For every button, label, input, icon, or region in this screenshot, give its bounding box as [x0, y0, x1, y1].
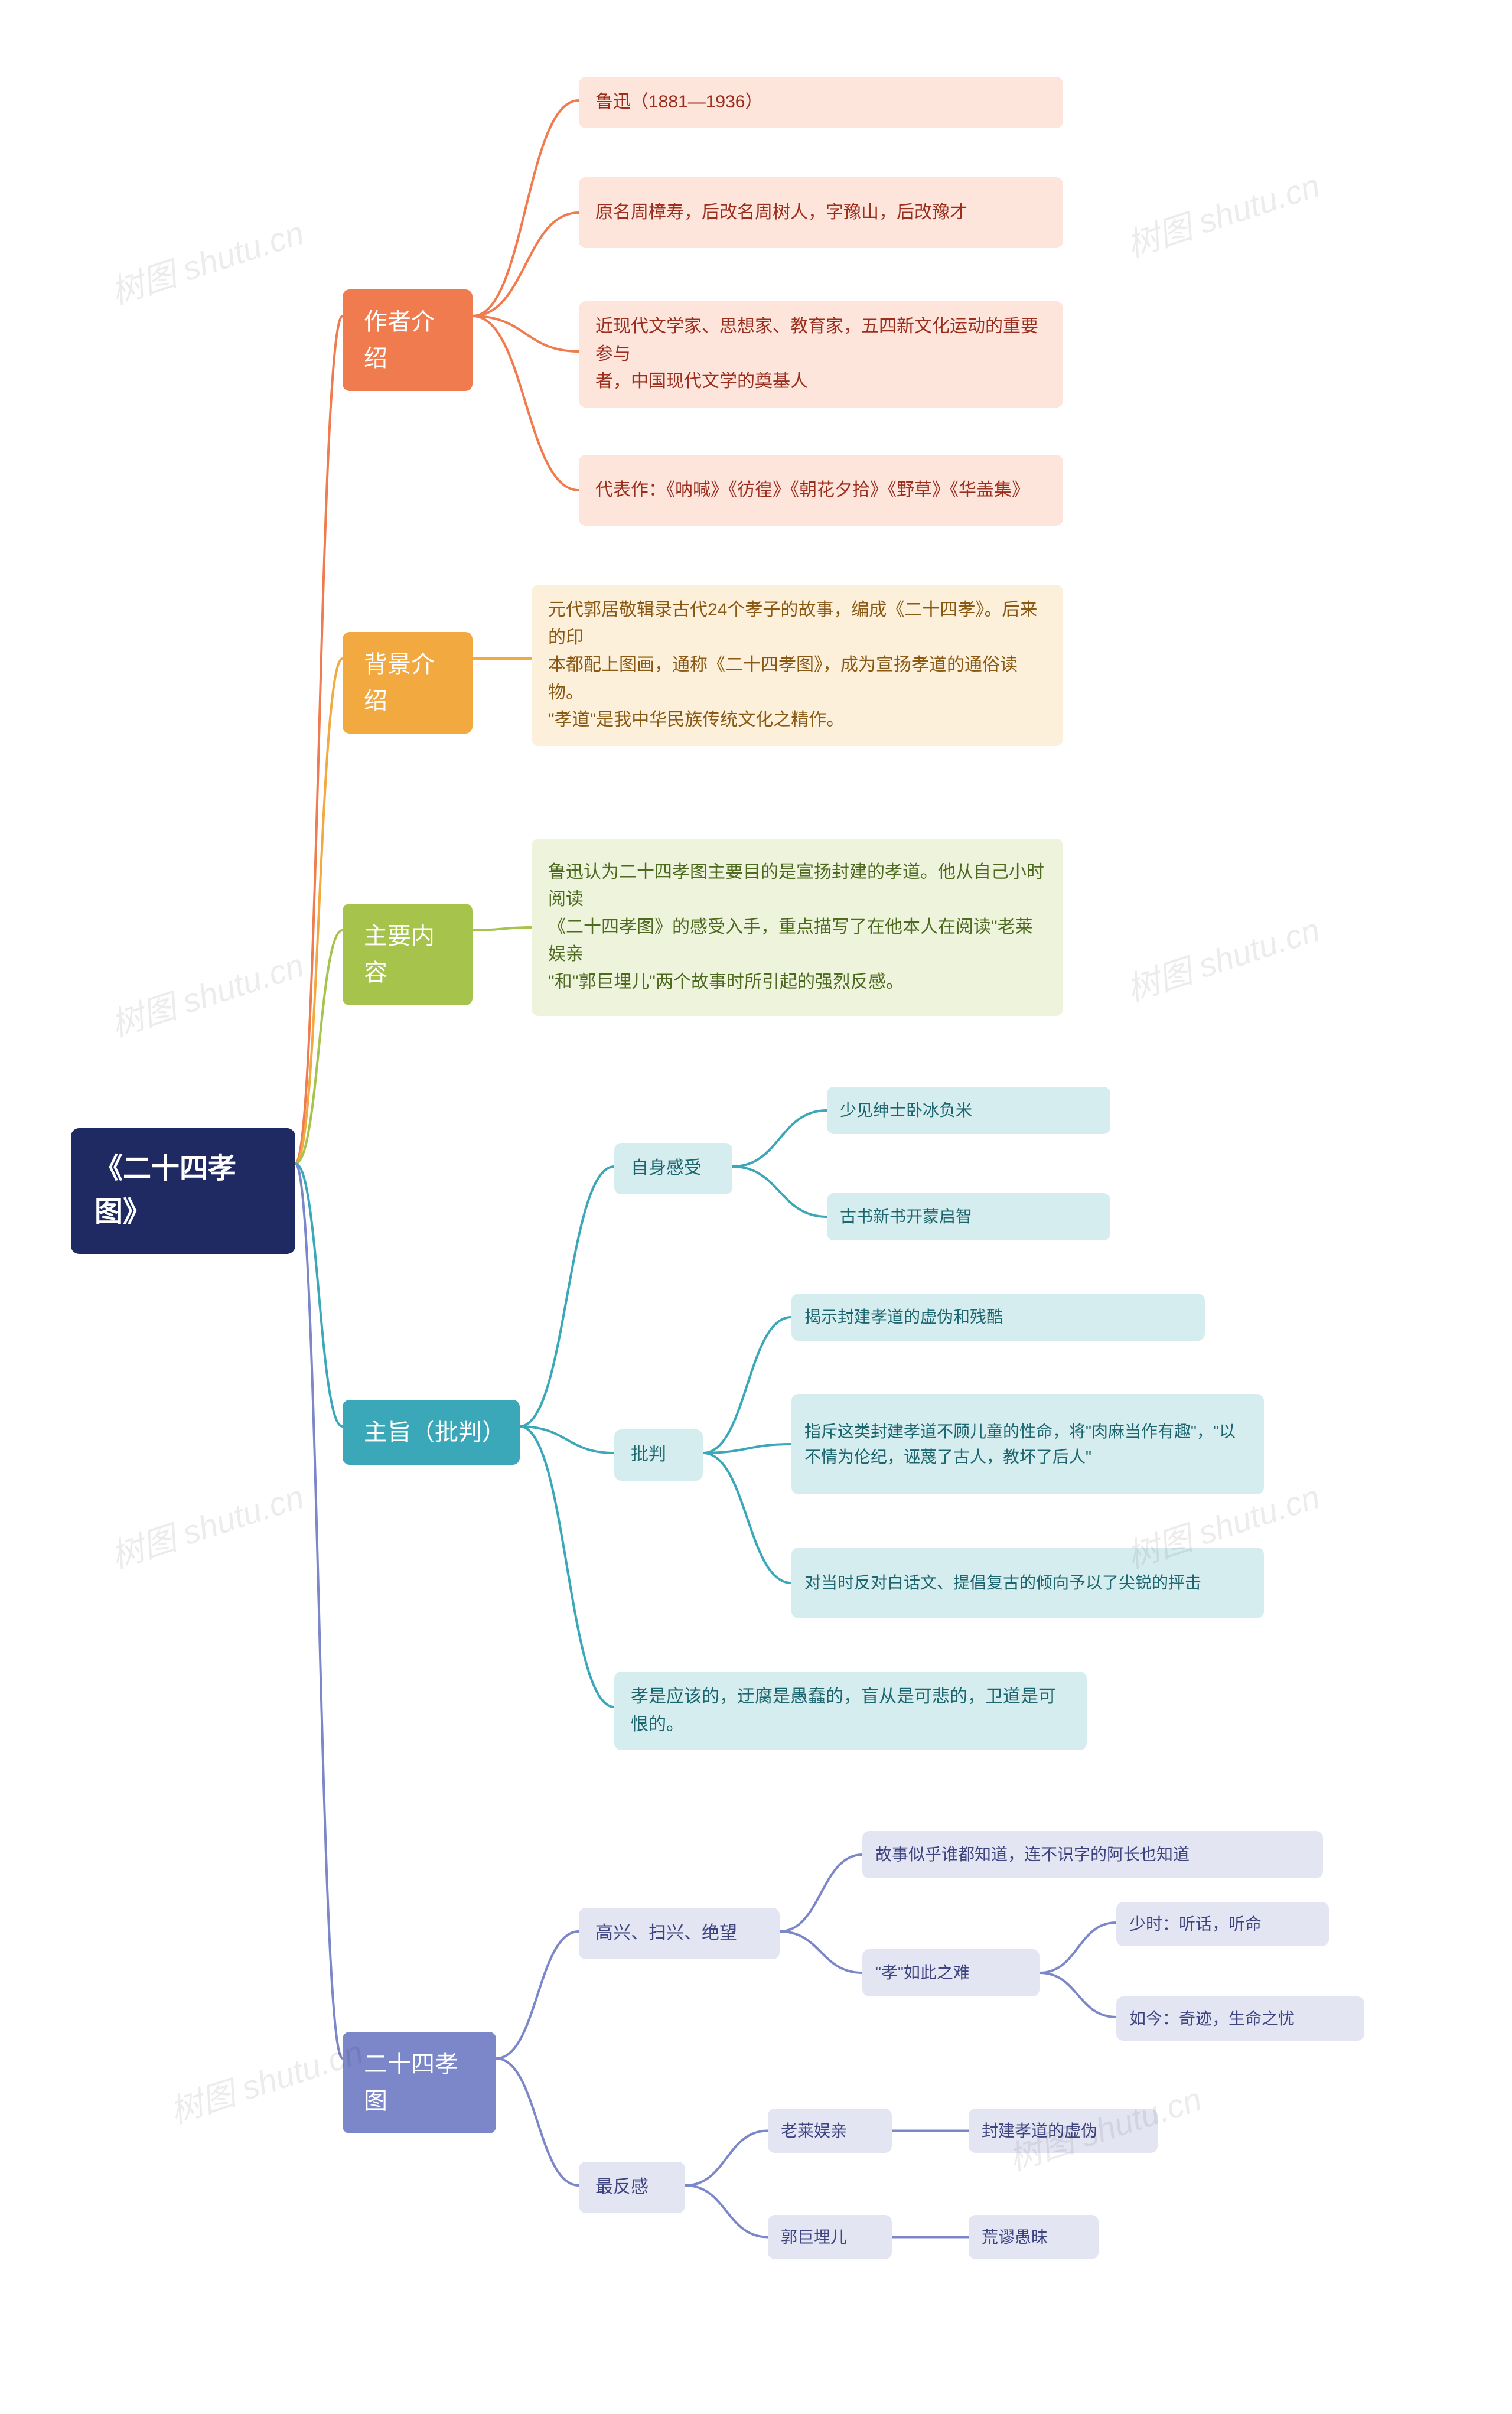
mindmap-node-b5c1[interactable]: 高兴、扫兴、绝望: [579, 1908, 780, 1959]
node-label: 代表作：《呐喊》《彷徨》《朝花夕拾》《野草》《华盖集》: [595, 477, 1029, 504]
mindmap-node-b5[interactable]: 二十四孝图: [343, 2032, 496, 2133]
watermark: 树图 shutu.cn: [163, 2026, 369, 2133]
mindmap-node-b1[interactable]: 作者介绍: [343, 289, 472, 391]
node-label: 对当时反对白话文、提倡复古的倾向予以了尖锐的抨击: [804, 1570, 1201, 1595]
mindmap-node-b3c1[interactable]: 鲁迅认为二十四孝图主要目的是宣扬封建的孝道。他从自己小时阅读 《二十四孝图》的感…: [532, 839, 1063, 1016]
connector: [520, 1167, 614, 1426]
connector: [295, 930, 343, 1164]
node-label: 少时：听话，听命: [1129, 1911, 1262, 1937]
connector: [685, 2131, 768, 2186]
connector: [472, 100, 579, 316]
connector: [520, 1426, 614, 1453]
connector: [732, 1110, 827, 1167]
mindmap-node-b4c1[interactable]: 自身感受: [614, 1143, 732, 1194]
mindmap-node-b2[interactable]: 背景介绍: [343, 632, 472, 734]
mindmap-node-b1c2[interactable]: 原名周樟寿，后改名周树人，字豫山，后改豫才: [579, 177, 1063, 248]
node-label: 封建孝道的虚伪: [982, 2118, 1097, 2143]
mindmap-node-b5c2[interactable]: 最反感: [579, 2162, 685, 2213]
node-label: 近现代文学家、思想家、教育家，五四新文化运动的重要参与 者，中国现代文学的奠基人: [595, 313, 1047, 396]
connector: [732, 1167, 827, 1217]
node-label: 背景介绍: [364, 646, 451, 719]
node-label: "孝"如此之难: [875, 1960, 970, 1985]
connector: [295, 1164, 343, 1426]
node-label: 郭巨埋儿: [781, 2224, 847, 2250]
mindmap-node-b1c4[interactable]: 代表作：《呐喊》《彷徨》《朝花夕拾》《野草》《华盖集》: [579, 455, 1063, 526]
mindmap-node-b4c1b[interactable]: 古书新书开蒙启智: [827, 1193, 1110, 1240]
node-label: 原名周樟寿，后改名周树人，字豫山，后改豫才: [595, 199, 967, 227]
node-label: 孝是应该的，迂腐是愚蠢的，盲从是可悲的，卫道是可恨的。: [631, 1683, 1070, 1738]
node-label: 指斥这类封建孝道不顾儿童的性命，将"肉麻当作有趣"，"以不情为伦纪，诬蔑了古人，…: [804, 1419, 1251, 1470]
mindmap-node-b3[interactable]: 主要内容: [343, 904, 472, 1005]
mindmap-node-b4c2a[interactable]: 揭示封建孝道的虚伪和残酷: [791, 1294, 1205, 1341]
node-label: 《二十四孝图》: [94, 1147, 272, 1235]
mindmap-node-b4c3[interactable]: 孝是应该的，迂腐是愚蠢的，盲从是可悲的，卫道是可恨的。: [614, 1672, 1087, 1750]
connector: [685, 2185, 768, 2237]
node-label: 作者介绍: [364, 304, 451, 377]
connector: [472, 316, 579, 490]
mindmap-node-b4c1a[interactable]: 少见绅士卧冰负米: [827, 1087, 1110, 1134]
mindmap-node-b4c2c[interactable]: 对当时反对白话文、提倡复古的倾向予以了尖锐的抨击: [791, 1548, 1264, 1618]
watermark: 树图 shutu.cn: [1120, 159, 1325, 267]
mindmap-node-b4[interactable]: 主旨（批判）: [343, 1400, 520, 1465]
node-label: 少见绅士卧冰负米: [840, 1097, 972, 1123]
node-label: 主要内容: [364, 918, 451, 991]
connector: [295, 316, 343, 1164]
connector: [496, 2058, 579, 2185]
node-label: 高兴、扫兴、绝望: [595, 1920, 737, 1947]
mindmap-node-b5c2b1[interactable]: 荒谬愚昧: [969, 2215, 1099, 2259]
mindmap-node-b1c1[interactable]: 鲁迅（1881—1936）: [579, 77, 1063, 128]
connector: [472, 316, 579, 351]
connector: [295, 659, 343, 1164]
node-label: 元代郭居敬辑录古代24个孝子的故事，编成《二十四孝》。后来的印 本都配上图画，通…: [548, 597, 1047, 734]
mindmap-node-b4c2b[interactable]: 指斥这类封建孝道不顾儿童的性命，将"肉麻当作有趣"，"以不情为伦纪，诬蔑了古人，…: [791, 1394, 1264, 1494]
node-label: 如今：奇迹，生命之忧: [1129, 2006, 1295, 2031]
mindmap-node-b5c1b1[interactable]: 少时：听话，听命: [1116, 1902, 1329, 1946]
connector: [472, 927, 532, 930]
node-label: 批判: [631, 1441, 666, 1469]
node-label: 老莱娱亲: [781, 2118, 847, 2143]
connector: [1040, 1973, 1116, 2017]
node-label: 揭示封建孝道的虚伪和残酷: [804, 1304, 1003, 1330]
watermark: 树图 shutu.cn: [1120, 904, 1325, 1011]
mindmap-node-b5c2a[interactable]: 老莱娱亲: [768, 2109, 892, 2153]
connector: [1040, 1923, 1116, 1973]
connector: [780, 1855, 862, 1931]
mindmap-node-b5c2b[interactable]: 郭巨埋儿: [768, 2215, 892, 2259]
node-label: 二十四孝图: [364, 2046, 475, 2119]
connector: [703, 1453, 791, 1583]
node-label: 最反感: [595, 2174, 649, 2201]
watermark: 树图 shutu.cn: [104, 207, 309, 314]
connector: [496, 1931, 579, 2058]
connector: [703, 1317, 791, 1453]
node-label: 古书新书开蒙启智: [840, 1204, 972, 1229]
watermark: 树图 shutu.cn: [104, 1471, 309, 1578]
connector: [520, 1426, 614, 1707]
mindmap-node-b1c3[interactable]: 近现代文学家、思想家、教育家，五四新文化运动的重要参与 者，中国现代文学的奠基人: [579, 301, 1063, 408]
mindmap-node-b5c1b2[interactable]: 如今：奇迹，生命之忧: [1116, 1996, 1364, 2041]
mindmap-node-b5c2a1[interactable]: 封建孝道的虚伪: [969, 2109, 1158, 2153]
node-label: 自身感受: [631, 1155, 702, 1182]
mindmap-node-b5c1a[interactable]: 故事似乎谁都知道，连不识字的阿长也知道: [862, 1831, 1323, 1878]
mindmap-node-b5c1b[interactable]: "孝"如此之难: [862, 1949, 1040, 1996]
mindmap-node-b4c2[interactable]: 批判: [614, 1429, 703, 1481]
node-label: 荒谬愚昧: [982, 2224, 1048, 2250]
connector: [295, 1164, 343, 2058]
mindmap-node-b2c1[interactable]: 元代郭居敬辑录古代24个孝子的故事，编成《二十四孝》。后来的印 本都配上图画，通…: [532, 585, 1063, 746]
connector: [472, 213, 579, 316]
node-label: 故事似乎谁都知道，连不识字的阿长也知道: [875, 1842, 1190, 1867]
connector: [780, 1931, 862, 1973]
mindmap-node-root[interactable]: 《二十四孝图》: [71, 1128, 295, 1254]
node-label: 鲁迅（1881—1936）: [595, 89, 762, 116]
node-label: 鲁迅认为二十四孝图主要目的是宣扬封建的孝道。他从自己小时阅读 《二十四孝图》的感…: [548, 859, 1047, 996]
watermark: 树图 shutu.cn: [104, 939, 309, 1047]
connector: [703, 1444, 791, 1453]
node-label: 主旨（批判）: [364, 1414, 498, 1451]
